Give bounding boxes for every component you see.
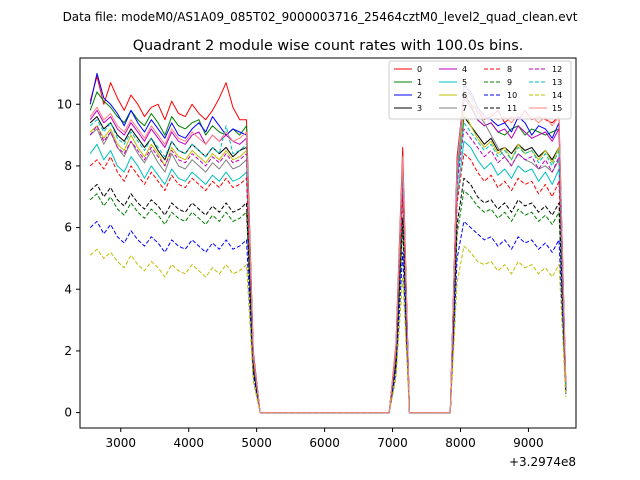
y-tick-label: 10 xyxy=(57,97,72,111)
legend-label-6: 6 xyxy=(462,91,467,100)
legend-label-8: 8 xyxy=(507,65,512,74)
legend-label-13: 13 xyxy=(552,78,562,87)
series-group xyxy=(89,72,567,414)
x-tick-label: 7000 xyxy=(377,436,408,450)
axes-frame xyxy=(79,57,577,429)
y-tick-label: 4 xyxy=(64,282,72,296)
legend-label-15: 15 xyxy=(552,104,562,113)
x-offset-label: +3.2974e8 xyxy=(509,455,576,469)
legend-label-10: 10 xyxy=(507,91,517,100)
series-line-7 xyxy=(89,82,567,414)
x-tick-label: 6000 xyxy=(309,436,340,450)
y-axis: 0 2 4 6 8 10 xyxy=(57,97,80,420)
series-line-10 xyxy=(89,220,567,414)
figure-suptitle: Data file: modeM0/AS1A09_085T02_90000037… xyxy=(63,10,578,24)
x-tick-label: 8000 xyxy=(445,436,476,450)
legend-label-5: 5 xyxy=(462,78,467,87)
legend-label-14: 14 xyxy=(552,91,562,100)
legend-label-12: 12 xyxy=(552,65,562,74)
x-axis: 3000 4000 5000 6000 7000 8000 9000 xyxy=(105,428,544,450)
legend-box xyxy=(388,60,572,120)
series-line-2 xyxy=(89,72,567,414)
y-tick-label: 0 xyxy=(64,406,72,420)
legend-label-4: 4 xyxy=(462,65,467,74)
chart-title: Quadrant 2 module wise count rates with … xyxy=(133,38,524,54)
y-tick-label: 2 xyxy=(64,344,72,358)
legend-label-9: 9 xyxy=(507,78,512,87)
series-line-15 xyxy=(89,88,567,414)
x-tick-label: 4000 xyxy=(173,436,204,450)
legend-label-11: 11 xyxy=(507,104,517,113)
series-line-12 xyxy=(89,125,567,414)
series-line-11 xyxy=(89,177,567,414)
x-tick-label: 3000 xyxy=(105,436,136,450)
legend-label-0: 0 xyxy=(417,65,422,74)
legend-label-2: 2 xyxy=(417,91,422,100)
series-line-13 xyxy=(89,119,567,414)
legend-label-1: 1 xyxy=(417,78,422,87)
legend-label-7: 7 xyxy=(462,104,467,113)
series-line-14 xyxy=(89,245,567,414)
series-line-8 xyxy=(89,153,567,414)
legend-label-3: 3 xyxy=(417,104,422,113)
x-tick-label: 9000 xyxy=(513,436,544,450)
x-tick-label: 5000 xyxy=(241,436,272,450)
y-tick-label: 6 xyxy=(64,221,72,235)
series-line-9 xyxy=(89,190,567,414)
y-tick-label: 8 xyxy=(64,159,72,173)
